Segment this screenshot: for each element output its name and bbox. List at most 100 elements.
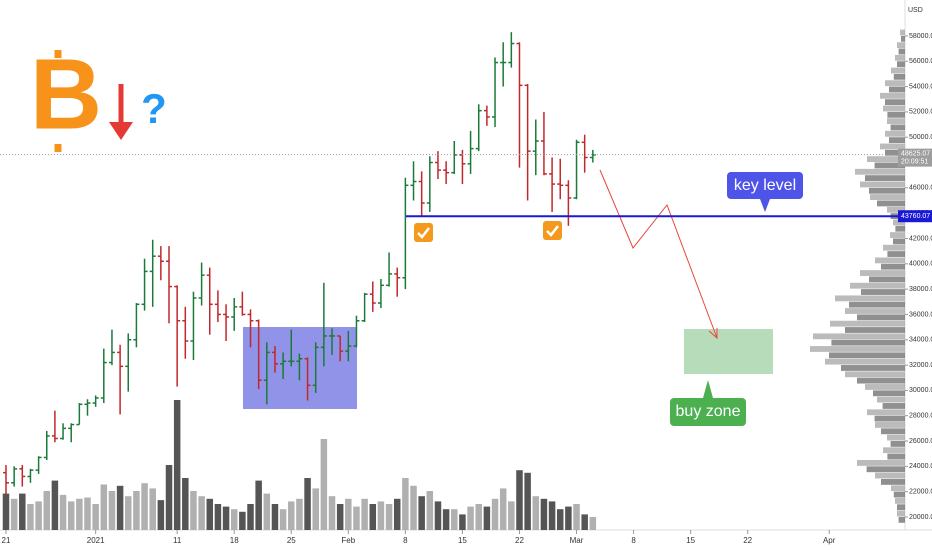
- profile-bar-lower: [857, 314, 905, 321]
- profile-bar-lower: [890, 124, 905, 131]
- profile-bar: [865, 384, 905, 390]
- buy-zone-box: [684, 329, 773, 374]
- volume-bar: [133, 491, 140, 530]
- profile-bar-lower: [849, 301, 905, 308]
- profile-bar: [850, 282, 905, 289]
- profile-bar-lower: [893, 491, 905, 498]
- profile-bar: [893, 219, 905, 226]
- volume-bar: [59, 494, 67, 530]
- volume-bar: [491, 498, 499, 530]
- volume-bar: [426, 491, 434, 530]
- bitcoin-logo: B: [30, 38, 102, 150]
- buy-zone-label: buy zone: [676, 403, 741, 420]
- volume-bar: [51, 480, 59, 530]
- x-tick-label: Mar: [570, 536, 584, 545]
- profile-bar-lower: [873, 390, 905, 397]
- volume-bar: [451, 509, 458, 530]
- volume-bar: [19, 493, 26, 530]
- volume-bar: [182, 478, 189, 530]
- y-tick-label: 28000.00: [909, 413, 932, 420]
- volume-bar: [67, 501, 75, 530]
- profile-bar: [810, 346, 905, 352]
- profile-bar: [860, 270, 905, 276]
- y-tick-label: 46000.00: [909, 185, 932, 192]
- volume-bar: [27, 504, 34, 530]
- profile-bar-lower: [829, 352, 905, 359]
- y-tick-label: 32000.00: [909, 362, 932, 369]
- x-tick-label: 15: [458, 536, 467, 545]
- y-tick-label: 42000.00: [909, 235, 932, 242]
- volume-bar: [288, 501, 295, 530]
- profile-bar: [897, 510, 905, 517]
- volume-bar: [222, 506, 230, 530]
- profile-bar-lower: [877, 200, 905, 207]
- volume-bar: [459, 514, 466, 530]
- last-price-tag: [898, 148, 932, 167]
- volume-bar: [92, 504, 99, 530]
- y-tick-label: 36000.00: [909, 311, 932, 318]
- profile-bar-lower: [887, 251, 905, 257]
- volume-bar: [483, 506, 491, 530]
- volume-bar: [198, 496, 205, 530]
- volume-bar: [125, 496, 132, 530]
- profile-bar: [885, 80, 905, 87]
- volume-bar: [157, 500, 165, 530]
- volume-bar: [271, 504, 279, 530]
- volume-bar: [304, 478, 311, 530]
- profile-bar: [897, 42, 905, 49]
- x-tick-label: 21: [2, 536, 11, 545]
- volume-bar: [255, 480, 262, 530]
- profile-bar-lower: [897, 61, 905, 68]
- x-tick-label: Feb: [341, 536, 355, 545]
- profile-bar-lower: [898, 48, 905, 55]
- x-tick-label: 15: [686, 536, 695, 545]
- profile-bar-lower: [901, 35, 905, 42]
- volume-bar: [328, 496, 336, 530]
- volume-bar: [516, 470, 523, 530]
- profile-bar-lower: [887, 453, 905, 460]
- profile-bar: [845, 308, 905, 314]
- y-tick-label: 22000.00: [909, 488, 932, 495]
- volume-bar: [548, 501, 556, 530]
- x-tick-label: 2021: [87, 536, 105, 545]
- volume-bar: [116, 485, 124, 530]
- x-tick-label: 18: [230, 536, 239, 545]
- profile-bar: [835, 295, 905, 302]
- volume-bar: [312, 488, 319, 530]
- volume-bar: [173, 400, 181, 530]
- profile-bar: [875, 257, 905, 264]
- volume-bar: [532, 496, 540, 530]
- profile-bar-lower: [882, 403, 905, 409]
- volume-bar: [410, 485, 417, 530]
- volume-bar: [190, 491, 197, 530]
- last-price-label: 48625.07: [901, 150, 930, 157]
- profile-bar: [870, 194, 905, 201]
- profile-bar-lower: [869, 187, 905, 194]
- volume-bar: [393, 498, 401, 530]
- volume-bar: [581, 514, 588, 530]
- profile-bar-lower: [890, 441, 905, 447]
- profile-bar-lower: [874, 415, 905, 422]
- volume-bar: [565, 506, 572, 530]
- profile-bar: [867, 409, 905, 416]
- volume-bar: [296, 498, 303, 530]
- profile-bar: [855, 168, 905, 175]
- volume-bar: [108, 491, 116, 530]
- profile-bar-lower: [889, 137, 905, 144]
- callout-pointer: [703, 380, 713, 398]
- profile-bar-lower: [866, 466, 905, 473]
- y-tick-label: 58000.00: [909, 33, 932, 40]
- key-level-price: 43760.07: [901, 213, 930, 220]
- profile-bar-lower: [865, 175, 905, 182]
- key-level-callout: [727, 172, 803, 199]
- volume-bar: [556, 509, 564, 530]
- profile-bar: [830, 320, 905, 327]
- volume-bar: [442, 509, 450, 530]
- volume-bar: [141, 483, 148, 530]
- profile-bar: [857, 460, 905, 466]
- volume-bar: [418, 496, 425, 530]
- profile-bar: [880, 143, 905, 150]
- profile-bar: [895, 54, 905, 61]
- profile-bar: [860, 181, 905, 188]
